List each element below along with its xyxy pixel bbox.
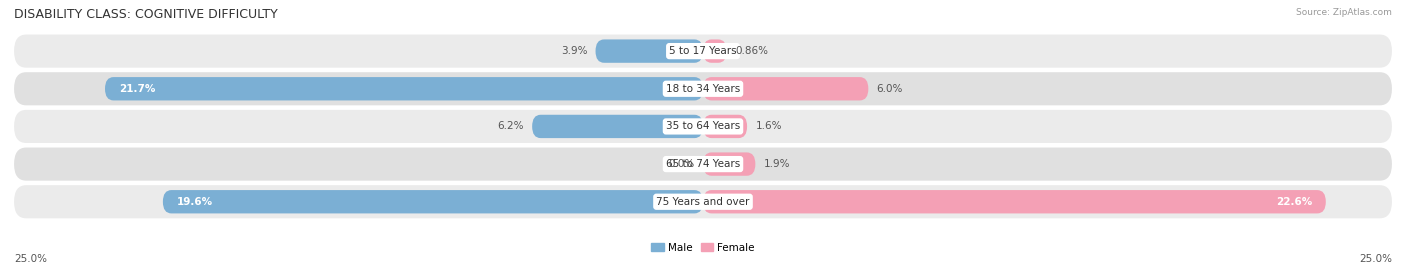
Text: 75 Years and over: 75 Years and over xyxy=(657,197,749,207)
FancyBboxPatch shape xyxy=(14,34,1392,68)
Text: 5 to 17 Years: 5 to 17 Years xyxy=(669,46,737,56)
Text: 6.0%: 6.0% xyxy=(876,84,903,94)
Text: Source: ZipAtlas.com: Source: ZipAtlas.com xyxy=(1296,8,1392,17)
FancyBboxPatch shape xyxy=(703,153,755,176)
Text: 3.9%: 3.9% xyxy=(561,46,588,56)
FancyBboxPatch shape xyxy=(14,110,1392,143)
FancyBboxPatch shape xyxy=(14,72,1392,105)
Text: 1.6%: 1.6% xyxy=(755,121,782,132)
Text: 1.9%: 1.9% xyxy=(763,159,790,169)
FancyBboxPatch shape xyxy=(703,40,727,63)
Text: 18 to 34 Years: 18 to 34 Years xyxy=(666,84,740,94)
Text: 6.2%: 6.2% xyxy=(498,121,524,132)
Text: 65 to 74 Years: 65 to 74 Years xyxy=(666,159,740,169)
FancyBboxPatch shape xyxy=(14,147,1392,181)
Text: 0.0%: 0.0% xyxy=(668,159,695,169)
Text: DISABILITY CLASS: COGNITIVE DIFFICULTY: DISABILITY CLASS: COGNITIVE DIFFICULTY xyxy=(14,8,278,21)
Text: 22.6%: 22.6% xyxy=(1275,197,1312,207)
Legend: Male, Female: Male, Female xyxy=(647,238,759,257)
FancyBboxPatch shape xyxy=(14,185,1392,218)
FancyBboxPatch shape xyxy=(163,190,703,213)
Text: 25.0%: 25.0% xyxy=(1360,254,1392,264)
FancyBboxPatch shape xyxy=(531,115,703,138)
Text: 35 to 64 Years: 35 to 64 Years xyxy=(666,121,740,132)
Text: 25.0%: 25.0% xyxy=(14,254,46,264)
FancyBboxPatch shape xyxy=(703,115,747,138)
Text: 19.6%: 19.6% xyxy=(177,197,212,207)
Text: 0.86%: 0.86% xyxy=(735,46,768,56)
FancyBboxPatch shape xyxy=(703,77,869,100)
FancyBboxPatch shape xyxy=(703,190,1326,213)
Text: 21.7%: 21.7% xyxy=(118,84,155,94)
FancyBboxPatch shape xyxy=(105,77,703,100)
FancyBboxPatch shape xyxy=(596,40,703,63)
